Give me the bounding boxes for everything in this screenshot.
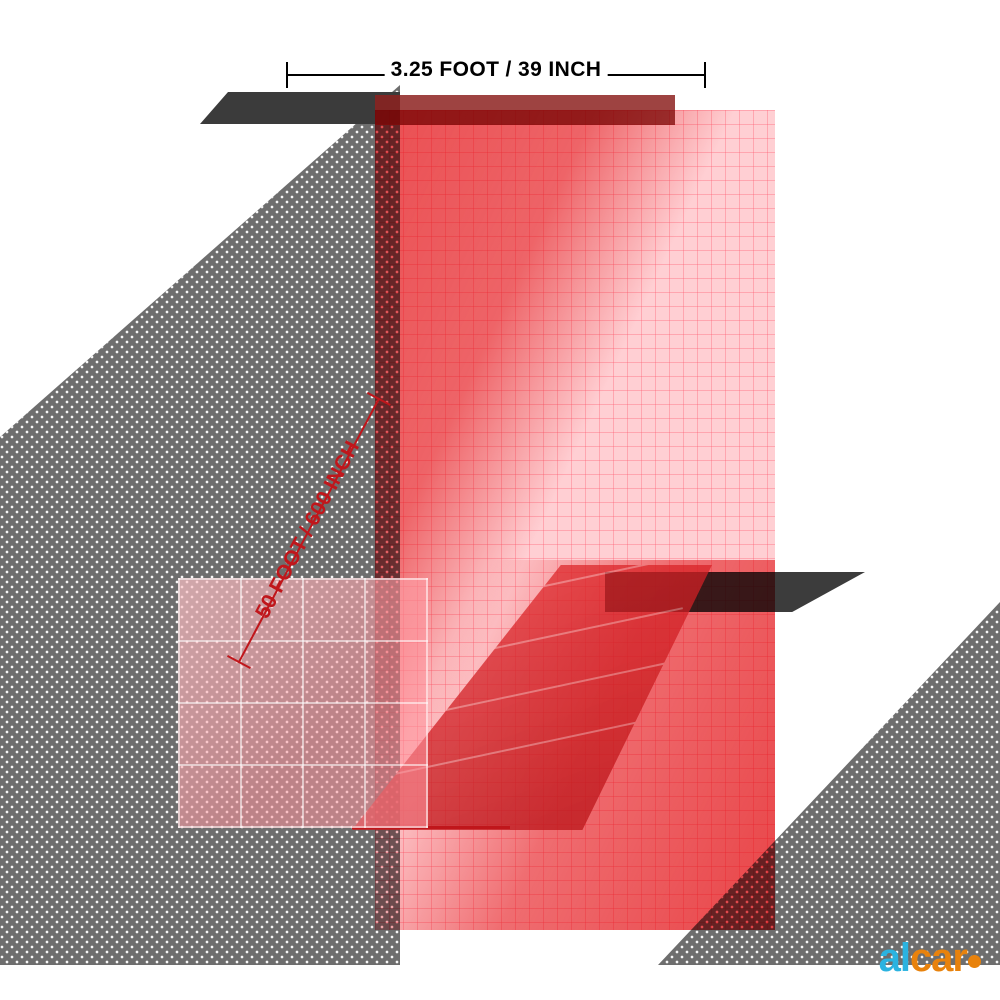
watermark-dot-icon: [968, 955, 981, 968]
netting-swatch-sample: [178, 578, 428, 828]
length-dimension-label: 50 FOOT / 600 INCH: [251, 437, 365, 623]
watermark-logo: al car: [879, 938, 982, 978]
width-dimension-annotation: 3.25 FOOT / 39 INCH: [286, 58, 706, 90]
dimension-end-cap-left: [286, 62, 288, 88]
watermark-text-primary: al: [878, 936, 911, 980]
dimension-end-cap-right: [704, 62, 706, 88]
swatch-highlight: [178, 578, 428, 828]
watermark-text-secondary: car: [909, 936, 968, 980]
width-dimension-label: 3.25 FOOT / 39 INCH: [384, 58, 608, 82]
bundle-base-line: [352, 826, 510, 829]
dark-edge-band-top-left: [200, 92, 400, 124]
